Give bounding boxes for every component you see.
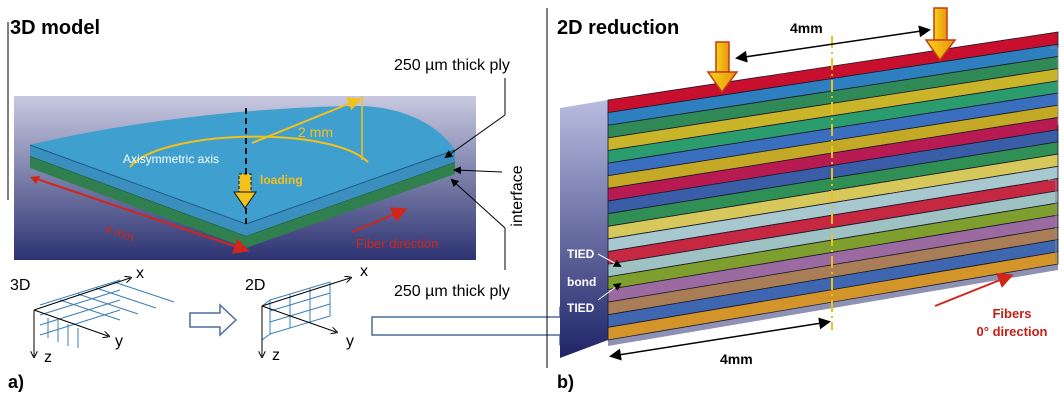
top-dimension-label: 4mm <box>790 20 823 36</box>
loading-arrow-head <box>233 191 257 209</box>
right-panel-title: 2D reduction <box>557 17 679 39</box>
bottom-ply-pointer <box>450 178 506 229</box>
left-panel-title: 3D model <box>10 17 100 39</box>
bottom-ply-shape <box>30 156 455 248</box>
subfigure-a-label: a) <box>8 372 24 392</box>
top-ply-shape <box>30 106 455 224</box>
load-arrow-right <box>924 7 957 62</box>
mesh-3d-grid <box>39 279 175 348</box>
top-ply-label: 250 µm thick ply <box>394 57 510 74</box>
mesh-3d-y-label: y <box>115 333 123 350</box>
mesh-2d-grid <box>261 281 331 341</box>
mesh-3d-y-axis <box>33 309 108 336</box>
fibers-label-line1: Fibers <box>992 306 1031 321</box>
mesh-3d-x-label: x <box>136 265 144 282</box>
top-ply-pointer <box>444 114 506 159</box>
radius-arrow <box>251 97 362 144</box>
fibers-label-line2: 0° direction <box>977 324 1048 339</box>
laminate-side-face <box>560 100 608 358</box>
rotation-arc <box>129 135 369 168</box>
bottom-dimension-label: 4mm <box>720 351 753 367</box>
fiber-direction-arrow <box>351 207 408 233</box>
mesh-2d-x-axis <box>261 278 350 307</box>
interface-label: interface <box>509 165 526 226</box>
mesh-2d-y-axis <box>261 305 336 332</box>
bond-label: bond <box>567 275 596 289</box>
width-arrow <box>33 177 250 254</box>
mesh-3d-x-axis <box>33 278 130 311</box>
fiber-direction-label: Fiber direction <box>356 236 438 251</box>
mesh-2d-label: 2D <box>245 277 265 294</box>
fibers-arrow <box>934 273 1014 307</box>
mesh-3d-z-label: z <box>44 349 52 366</box>
mesh-2d-x-label: x <box>360 263 368 280</box>
load-arrow-left <box>706 41 739 94</box>
mesh-2d-z-label: z <box>272 347 280 364</box>
top-ply-side <box>30 145 455 236</box>
mesh-2d-y-label: y <box>346 333 354 350</box>
mesh-3d-label: 3D <box>10 277 30 294</box>
transform-arrow <box>189 303 238 337</box>
loading-label: loading <box>260 173 303 187</box>
axisymmetric-axis-label: Axisymmetric axis <box>123 152 219 166</box>
link-arrow <box>371 306 582 346</box>
interface-pointer <box>453 166 503 175</box>
radius-label: 2 mm <box>298 124 333 140</box>
tied-bottom-label: TIED <box>567 301 595 315</box>
top-dimension-arrow <box>735 25 931 63</box>
bottom-dimension-arrow <box>609 317 831 361</box>
loading-arrow-shaft <box>238 173 252 193</box>
subfigure-b-label: b) <box>557 372 574 392</box>
tied-top-label: TIED <box>567 247 595 261</box>
bottom-ply-label: 250 µm thick ply <box>394 283 510 300</box>
